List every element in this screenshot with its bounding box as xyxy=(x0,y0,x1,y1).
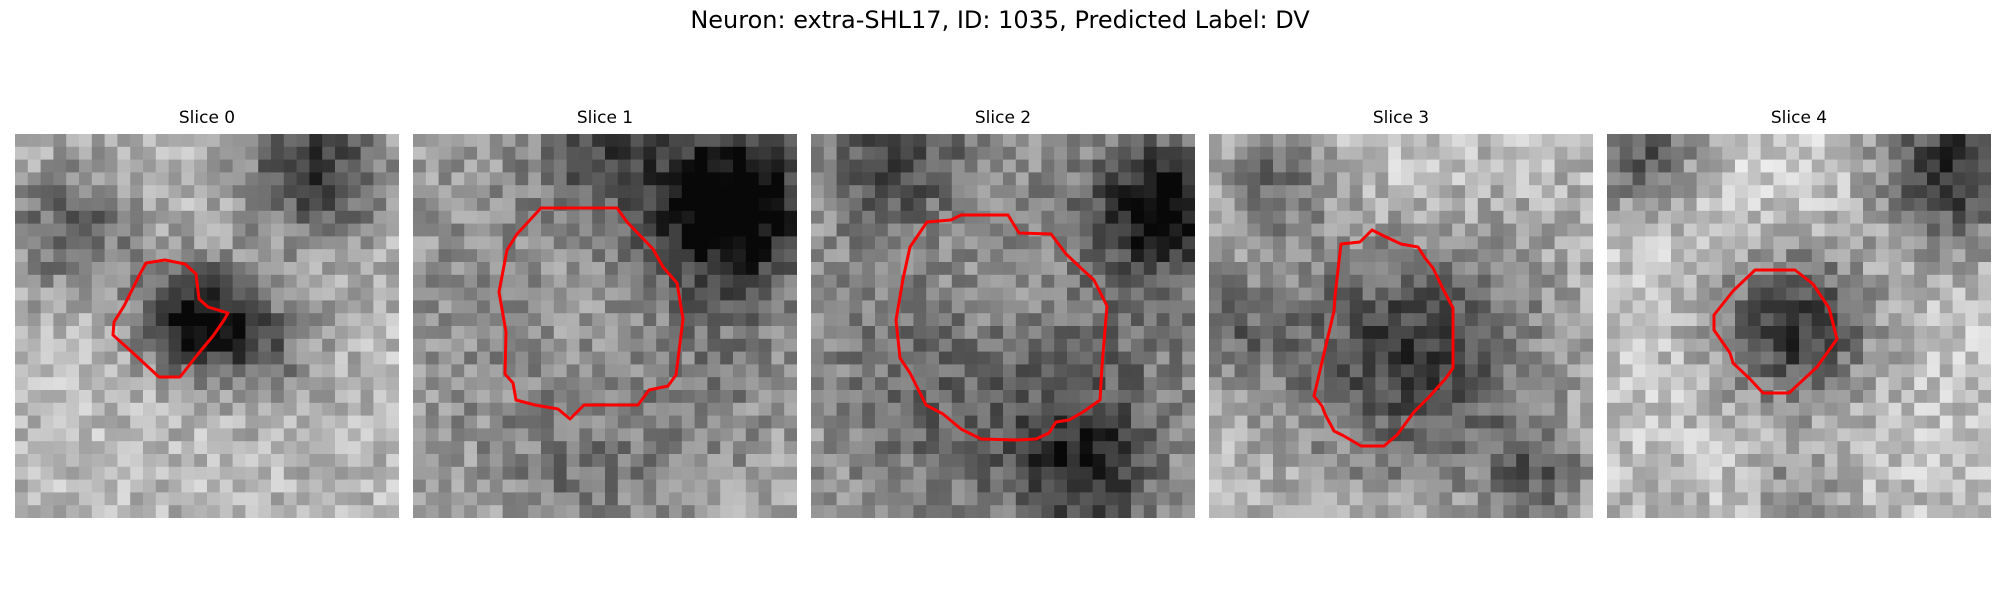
pixel-grid xyxy=(1209,134,1593,518)
slice-image xyxy=(1607,134,1991,518)
roi-outline xyxy=(497,206,685,421)
roi-outline xyxy=(111,258,230,379)
pixel-grid xyxy=(413,134,797,518)
slice-title: Slice 1 xyxy=(576,108,634,128)
roi-outline xyxy=(894,213,1109,442)
pixel-grid xyxy=(811,134,1195,518)
slice-panel-2: Slice 2 xyxy=(811,108,1195,522)
slice-image xyxy=(1209,134,1593,518)
roi-outline xyxy=(1712,268,1839,395)
slice-title: Slice 4 xyxy=(1770,108,1828,128)
pixel-grid xyxy=(1607,134,1991,518)
slice-panel-3: Slice 3 xyxy=(1209,108,1593,522)
slice-panel-0: Slice 0 xyxy=(15,108,399,522)
slice-title: Slice 2 xyxy=(974,108,1032,128)
slice-title: Slice 0 xyxy=(178,108,236,128)
slice-panel-4: Slice 4 xyxy=(1607,108,1991,522)
slice-title: Slice 3 xyxy=(1372,108,1430,128)
roi-outline xyxy=(1312,228,1455,448)
pixel-grid xyxy=(15,134,399,518)
slice-image xyxy=(15,134,399,518)
slice-image xyxy=(413,134,797,518)
slice-panel-1: Slice 1 xyxy=(413,108,797,522)
slice-image xyxy=(811,134,1195,518)
figure-title: Neuron: extra-SHL17, ID: 1035, Predicted… xyxy=(690,6,1310,34)
